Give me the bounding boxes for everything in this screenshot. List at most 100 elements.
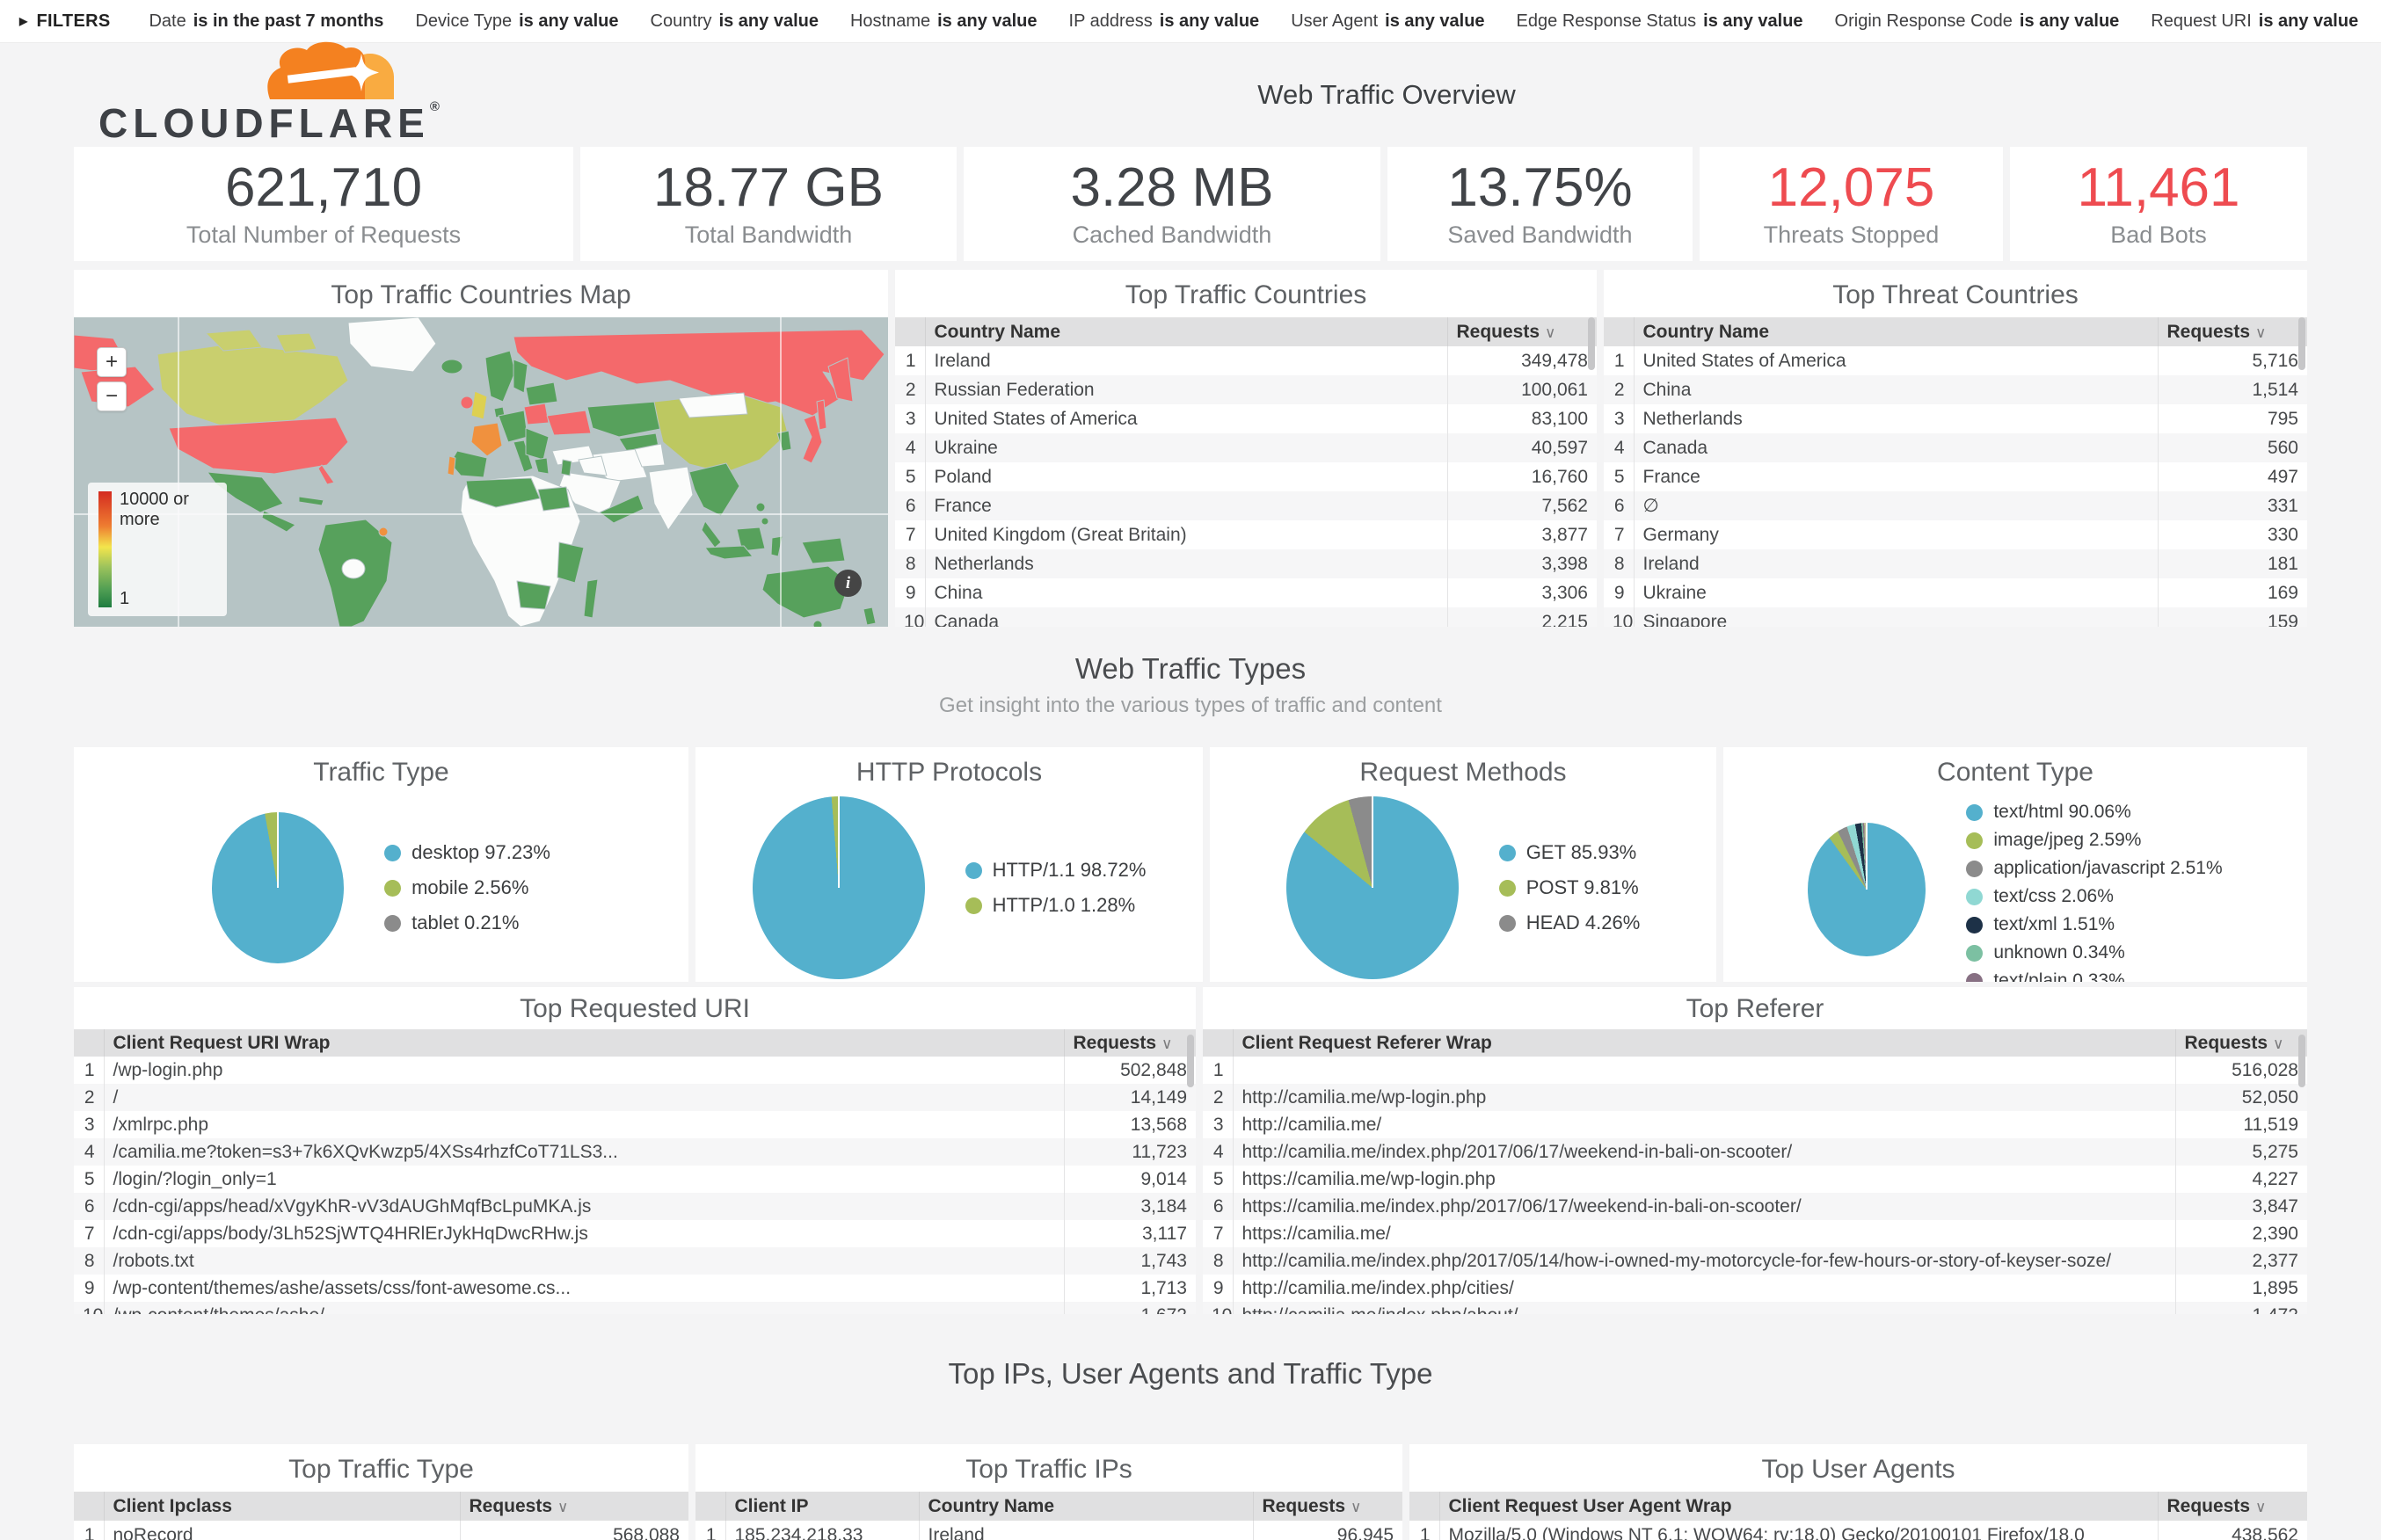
column-header-country-name[interactable]: Country Name xyxy=(1633,317,2158,346)
table-row[interactable]: 1 516,028 xyxy=(1203,1057,2307,1084)
table-scrollbar[interactable] xyxy=(2298,317,2305,370)
table-row[interactable]: 5 Poland 16,760 xyxy=(895,462,1597,491)
legend-item-text-html[interactable]: text/html 90.06% xyxy=(1966,802,2222,823)
table-row[interactable]: 4/camilia.me?token=s3+7k6XQvKwzp5/4XSs4r… xyxy=(74,1138,1196,1166)
filter-country[interactable]: Country is any value xyxy=(651,11,819,32)
table-row[interactable]: 1 Mozilla/5.0 (Windows NT 6.1; WOW64; rv:… xyxy=(1409,1521,2307,1540)
table-row[interactable]: 8/robots.txt 1,743 xyxy=(74,1247,1196,1275)
table-row[interactable]: 5 France 497 xyxy=(1604,462,2307,491)
column-header-country-name[interactable]: Country Name xyxy=(918,1492,1253,1521)
table-row[interactable]: 9 Ukraine 169 xyxy=(1604,578,2307,607)
legend-item-mobile[interactable]: mobile 2.56% xyxy=(384,876,550,899)
filter-edge-response-status[interactable]: Edge Response Status is any value xyxy=(1517,11,1803,32)
table-row[interactable]: 2 /14,149 xyxy=(74,1084,1196,1111)
filter-origin-response-code[interactable]: Origin Response Code is any value xyxy=(1835,11,2120,32)
table-row[interactable]: 7 Germany 330 xyxy=(1604,520,2307,549)
map-info-button[interactable]: i xyxy=(834,570,862,597)
column-header-requests[interactable]: Requests ∨ xyxy=(459,1492,688,1521)
map-zoom-out-button[interactable]: − xyxy=(97,381,127,411)
table-row[interactable]: 2 http://camilia.me/wp-login.php 52,050 xyxy=(1203,1084,2307,1111)
legend-item-http-1-0[interactable]: HTTP/1.0 1.28% xyxy=(965,894,1147,917)
http-protocols-pie-chart[interactable] xyxy=(752,796,925,979)
column-header-requests[interactable]: Requests ∨ xyxy=(1063,1029,1196,1057)
map-zoom-in-button[interactable]: + xyxy=(97,347,127,377)
table-row[interactable]: 9/wp-content/themes/ashe/assets/css/font… xyxy=(74,1275,1196,1302)
legend-item-text-plain[interactable]: text/plain 0.33% xyxy=(1966,970,2222,982)
column-header-requests[interactable]: Requests ∨ xyxy=(2157,1492,2307,1521)
table-scrollbar[interactable] xyxy=(1187,1035,1194,1087)
legend-item-post[interactable]: POST 9.81% xyxy=(1498,876,1641,899)
column-header-client-request-uri-wrap[interactable]: Client Request URI Wrap xyxy=(103,1029,1064,1057)
table-row[interactable]: 4 http://camilia.me/index.php/2017/06/17/… xyxy=(1203,1138,2307,1166)
legend-item-desktop[interactable]: desktop 97.23% xyxy=(384,841,550,864)
column-header-country-name[interactable]: Country Name xyxy=(924,317,1447,346)
table-row[interactable]: 7/cdn-cgi/apps/body/3Lh52SjWTQ4HRlErJykH… xyxy=(74,1220,1196,1247)
table-row[interactable]: 1 185.234.218.33 Ireland 96,945 xyxy=(695,1521,1402,1540)
legend-label: text/html 90.06% xyxy=(1993,802,2131,822)
table-row[interactable]: 2 China 1,514 xyxy=(1604,375,2307,404)
column-header-client-request-referer-wrap[interactable]: Client Request Referer Wrap xyxy=(1232,1029,2175,1057)
legend-item-get[interactable]: GET 85.93% xyxy=(1498,841,1641,864)
table-row[interactable]: 10 Singapore 159 xyxy=(1604,607,2307,627)
table-row[interactable]: 6 ∅ 331 xyxy=(1604,491,2307,520)
filter-ip-address[interactable]: IP address is any value xyxy=(1069,11,1260,32)
table-row[interactable]: 6/cdn-cgi/apps/head/xVgyKhR-vV3dAUGhMqfB… xyxy=(74,1193,1196,1220)
table-scrollbar[interactable] xyxy=(1588,317,1595,370)
filters-toggle[interactable]: ▶ FILTERS xyxy=(19,11,110,32)
filter-device-type[interactable]: Device Type is any value xyxy=(415,11,618,32)
request-methods-pie-chart[interactable] xyxy=(1285,796,1459,979)
table-row[interactable]: 4 Canada 560 xyxy=(1604,433,2307,462)
legend-item-tablet[interactable]: tablet 0.21% xyxy=(384,912,550,934)
table-scrollbar[interactable] xyxy=(2298,1035,2305,1087)
column-header-requests[interactable]: Requests ∨ xyxy=(1252,1492,1402,1521)
row-rank: 1 xyxy=(1613,350,1625,371)
column-header-requests[interactable]: Requests ∨ xyxy=(2174,1029,2307,1057)
table-row[interactable]: 8 Netherlands 3,398 xyxy=(895,549,1597,578)
table-row[interactable]: 5/login/?login_only=1 9,014 xyxy=(74,1166,1196,1193)
filter-user-agent[interactable]: User Agent is any value xyxy=(1291,11,1484,32)
table-row[interactable]: 3 http://camilia.me/11,519 xyxy=(1203,1111,2307,1138)
table-row[interactable]: 7 https://camilia.me/2,390 xyxy=(1203,1220,2307,1247)
table-row[interactable]: 1 Ireland 349,478 xyxy=(895,346,1597,375)
filter-hostname[interactable]: Hostname is any value xyxy=(850,11,1038,32)
table-row[interactable]: 9 http://camilia.me/index.php/cities/1,89… xyxy=(1203,1275,2307,1302)
filter-date[interactable]: Date is in the past 7 months xyxy=(149,11,383,32)
column-header-client-ip[interactable]: Client IP xyxy=(724,1492,919,1521)
table-row[interactable]: 1 noRecord 568,088 xyxy=(74,1521,688,1540)
table-row[interactable]: 10 Canada 2,215 xyxy=(895,607,1597,627)
legend-item-application-javascript[interactable]: application/javascript 2.51% xyxy=(1966,858,2223,879)
table-row[interactable]: 3/xmlrpc.php 13,568 xyxy=(74,1111,1196,1138)
filter-request-uri[interactable]: Request URI is any value xyxy=(2151,11,2358,32)
table-row[interactable]: 6 https://camilia.me/index.php/2017/06/17… xyxy=(1203,1193,2307,1220)
legend-item-image-jpeg[interactable]: image/jpeg 2.59% xyxy=(1966,830,2222,851)
table-row[interactable]: 8 Ireland 181 xyxy=(1604,549,2307,578)
column-header-client-request-user-agent-wrap[interactable]: Client Request User Agent Wrap xyxy=(1438,1492,2158,1521)
table-row[interactable]: 3 United States of America 83,100 xyxy=(895,404,1597,433)
legend-item-head[interactable]: HEAD 4.26% xyxy=(1498,912,1640,934)
world-map[interactable]: + − 10000 or more 1 i xyxy=(74,317,888,627)
table-row[interactable]: 1 United States of America 5,716 xyxy=(1604,346,2307,375)
table-row[interactable]: 3 Netherlands 795 xyxy=(1604,404,2307,433)
row-rank: 8 xyxy=(84,1250,95,1271)
table-row[interactable]: 10http://camilia.me/index.php/about/1,47… xyxy=(1203,1302,2307,1314)
table-row[interactable]: 5 https://camilia.me/wp-login.php 4,227 xyxy=(1203,1166,2307,1193)
legend-label: text/plain 0.33% xyxy=(1993,970,2125,982)
table-row[interactable]: 7 United Kingdom (Great Britain) 3,877 xyxy=(895,520,1597,549)
legend-item-unknown[interactable]: unknown 0.34% xyxy=(1966,942,2222,963)
traffic-type-pie-chart[interactable] xyxy=(212,812,345,963)
column-header-requests[interactable]: Requests ∨ xyxy=(1446,317,1597,346)
table-row[interactable]: 2 Russian Federation 100,061 xyxy=(895,375,1597,404)
table-row[interactable]: 10/wp-content/themes/ashe/…1,672 xyxy=(74,1302,1196,1314)
legend-item-text-xml[interactable]: text/xml 1.51% xyxy=(1966,914,2222,935)
column-header-requests[interactable]: Requests ∨ xyxy=(2157,317,2307,346)
table-row[interactable]: 9 China 3,306 xyxy=(895,578,1597,607)
table-row[interactable]: 6 France 7,562 xyxy=(895,491,1597,520)
column-header-client-ipclass[interactable]: Client Ipclass xyxy=(103,1492,460,1521)
legend-item-http-1-1[interactable]: HTTP/1.1 98.72% xyxy=(965,859,1146,882)
legend-item-text-css[interactable]: text/css 2.06% xyxy=(1966,886,2222,907)
table-row[interactable]: 1/wp-login.php 502,848 xyxy=(74,1057,1196,1084)
table-row[interactable]: 4 Ukraine 40,597 xyxy=(895,433,1597,462)
table-row[interactable]: 8 http://camilia.me/index.php/2017/05/14/… xyxy=(1203,1247,2307,1275)
content-type-pie-chart[interactable] xyxy=(1808,823,1926,956)
cell: 13,568 xyxy=(1063,1111,1196,1138)
